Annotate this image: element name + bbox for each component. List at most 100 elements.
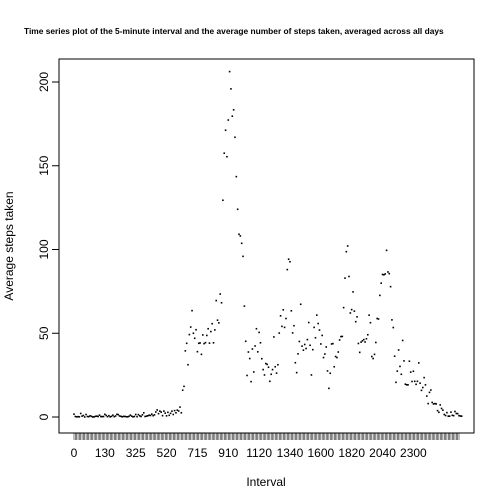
data-point (238, 233, 240, 235)
data-point (179, 406, 181, 408)
x-axis-label: Interval (246, 475, 285, 489)
data-point (328, 388, 330, 390)
data-point (346, 251, 348, 253)
y-axis: 050100150200 (37, 72, 59, 421)
data-point (300, 303, 302, 305)
data-point (272, 369, 274, 371)
data-point (170, 413, 172, 415)
x-tick-label: 0 (71, 446, 78, 460)
data-point (222, 199, 224, 201)
data-points (73, 71, 462, 418)
data-point (280, 315, 282, 317)
data-point (142, 414, 144, 416)
data-point (217, 319, 219, 321)
data-point (351, 309, 353, 311)
data-point (80, 413, 82, 415)
data-point (240, 235, 242, 237)
data-point (299, 341, 301, 343)
data-point (384, 273, 386, 275)
data-point (411, 381, 413, 383)
data-point (309, 345, 311, 347)
x-tick-label: 1600 (307, 446, 334, 460)
data-point (236, 176, 238, 178)
data-point (446, 412, 448, 414)
data-point (178, 410, 180, 412)
data-point (254, 345, 256, 347)
data-point (344, 277, 346, 279)
data-point (410, 371, 412, 373)
data-point (166, 415, 168, 417)
x-tick-label: 910 (218, 446, 238, 460)
data-point (417, 381, 419, 383)
data-point (435, 403, 437, 405)
data-point (241, 243, 243, 245)
data-point (227, 119, 229, 121)
data-point (282, 309, 284, 311)
y-tick-label: 150 (37, 155, 51, 175)
data-point (194, 337, 196, 339)
data-point (371, 356, 373, 358)
data-point (394, 355, 396, 357)
data-point (333, 366, 335, 368)
data-point (368, 314, 370, 316)
data-point (155, 411, 157, 413)
data-point (262, 369, 264, 371)
data-point (319, 329, 321, 331)
data-point (347, 245, 349, 247)
data-point (231, 115, 233, 117)
data-point (73, 413, 75, 415)
x-tick-label: 2300 (400, 446, 427, 460)
data-point (249, 358, 251, 360)
data-point (431, 402, 433, 404)
data-point (343, 307, 345, 309)
data-point (143, 412, 145, 414)
x-tick-label: 1820 (338, 446, 365, 460)
data-point (305, 348, 307, 350)
data-point (154, 414, 156, 416)
data-point (324, 353, 326, 355)
data-point (366, 338, 368, 340)
data-point (367, 334, 369, 336)
data-point (438, 412, 440, 414)
data-point (364, 341, 366, 343)
data-point (418, 362, 420, 364)
data-point (223, 152, 225, 154)
data-point (316, 314, 318, 316)
data-point (339, 339, 341, 341)
data-point (187, 364, 189, 366)
data-point (174, 410, 176, 412)
data-point (439, 404, 441, 406)
data-point (295, 362, 297, 364)
data-point (221, 302, 223, 304)
data-point (332, 343, 334, 345)
data-point (182, 389, 184, 391)
data-point (115, 415, 117, 417)
data-point (248, 351, 250, 353)
data-point (172, 414, 174, 416)
data-point (190, 326, 192, 328)
data-point (273, 336, 275, 338)
data-point (303, 349, 305, 351)
data-point (274, 366, 276, 368)
x-tick-label: 1120 (246, 446, 272, 460)
data-point (426, 395, 428, 397)
data-point (229, 71, 231, 73)
data-point (312, 349, 314, 351)
data-point (246, 375, 248, 377)
data-point (355, 321, 357, 323)
data-point (292, 332, 294, 334)
data-point (427, 403, 429, 405)
data-point (297, 353, 299, 355)
data-point (276, 372, 278, 374)
x-tick-label: 130 (95, 446, 115, 460)
x-tick-label: 715 (187, 446, 207, 460)
data-point (213, 342, 215, 344)
y-tick-label: 50 (37, 326, 51, 340)
data-point (268, 366, 270, 368)
data-point (457, 413, 459, 415)
data-point (363, 339, 365, 341)
data-point (419, 382, 421, 384)
data-point (285, 318, 287, 320)
data-point (103, 416, 105, 418)
